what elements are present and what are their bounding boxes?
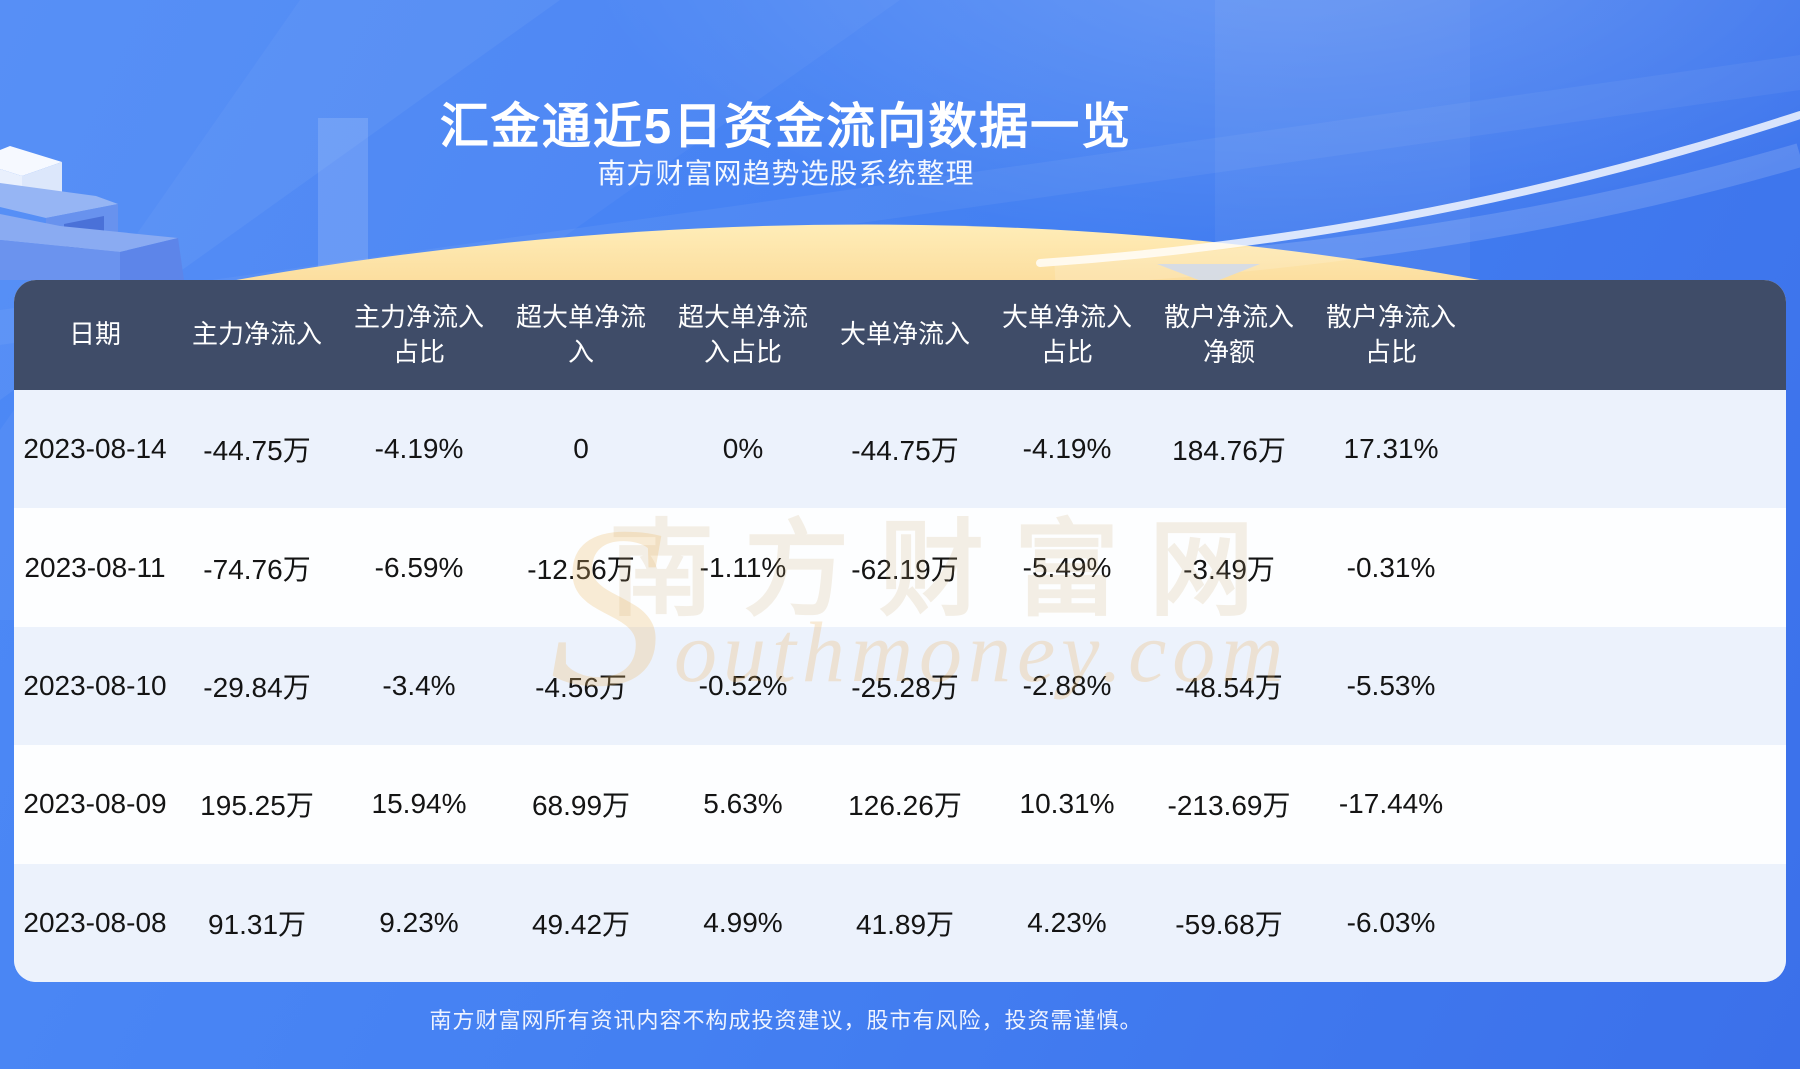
cell-value: -6.59% — [374, 551, 464, 583]
cell-value: -2.88% — [1022, 669, 1112, 701]
cell-value: 195.25万 — [200, 790, 314, 822]
column-header-retail-net-inflow-pct: 散户净流入占比 — [1325, 301, 1456, 367]
gray-peak — [1157, 264, 1260, 284]
cell-value: -1.11% — [699, 551, 787, 583]
cell-value: 126.26万 — [848, 790, 962, 822]
cell-value: 9.23% — [379, 906, 459, 938]
cell-date: 2023-08-11 — [24, 551, 166, 583]
cell-value: -0.52% — [698, 669, 788, 701]
column-header-main-net-inflow-pct: 主力净流入占比 — [353, 301, 484, 367]
cell-value: -4.56万 — [535, 671, 627, 703]
cell-value: 4.23% — [1027, 906, 1107, 938]
cell-value: -62.19万 — [851, 553, 959, 585]
cell-value: -5.49% — [1022, 551, 1112, 583]
cell-value: -44.75万 — [851, 435, 959, 467]
cell-date: 2023-08-09 — [23, 788, 167, 820]
table-row: 2023-08-10 -29.84万 -3.4% -4.56万 -0.52% -… — [14, 626, 1786, 746]
light-panel — [318, 118, 368, 280]
cell-value: -12.56万 — [527, 553, 635, 585]
cell-value: -3.4% — [382, 669, 456, 701]
table-row: 2023-08-11 -74.76万 -6.59% -12.56万 -1.11%… — [14, 508, 1786, 627]
cell-value: -59.68万 — [1175, 908, 1283, 940]
cell-value: 4.99% — [703, 906, 783, 938]
cell-value: -17.44% — [1338, 788, 1444, 820]
cell-date: 2023-08-08 — [23, 906, 167, 938]
cell-date: 2023-08-14 — [23, 433, 167, 465]
cell-value: 0 — [573, 433, 589, 465]
cell-value: 5.63% — [703, 788, 783, 820]
column-header-retail-net-inflow: 散户净流入净额 — [1163, 301, 1294, 367]
cell-value: -213.69万 — [1167, 790, 1291, 822]
cell-value: 10.31% — [1019, 788, 1115, 820]
cell-value: -0.31% — [1346, 551, 1436, 583]
column-header-date: 日期 — [68, 319, 121, 350]
column-header-xl-order-net-inflow-pct: 超大单净流入占比 — [677, 301, 808, 367]
cell-value: -29.84万 — [203, 671, 311, 703]
table-row: 2023-08-09 195.25万 15.94% 68.99万 5.63% 1… — [14, 745, 1786, 864]
cell-value: -6.03% — [1346, 906, 1436, 938]
column-header-large-order-net-inflow: 大单净流入 — [839, 319, 970, 350]
cell-date: 2023-08-10 — [23, 669, 167, 701]
page-title: 汇金通近5日资金流向数据一览 — [439, 99, 1133, 154]
cell-value: 68.99万 — [531, 790, 631, 822]
table-row: 2023-08-08 91.31万 9.23% 49.42万 4.99% 41.… — [14, 863, 1786, 982]
cell-value: -4.19% — [1022, 433, 1112, 465]
column-header-xl-order-net-inflow: 超大单净流入 — [515, 301, 646, 367]
cell-value: 49.42万 — [531, 908, 631, 940]
cell-value: 184.76万 — [1172, 435, 1286, 467]
cell-value: 15.94% — [371, 788, 467, 820]
cell-value: -4.19% — [374, 433, 464, 465]
white-swoosh — [1036, 111, 1800, 267]
cell-value: -48.54万 — [1175, 671, 1283, 703]
cell-value: -5.53% — [1346, 669, 1436, 701]
cell-value: 0% — [722, 433, 764, 465]
cell-value: -25.28万 — [851, 671, 959, 703]
cell-value: -3.49万 — [1183, 553, 1275, 585]
column-header-large-order-net-inflow-pct: 大单净流入占比 — [1001, 301, 1132, 367]
footer-disclaimer: 南方财富网所有资讯内容不构成投资建议，股市有风险，投资需谨慎。 — [429, 1008, 1143, 1033]
building-3d-graphic — [0, 146, 184, 280]
light-panel — [1215, 0, 1470, 280]
cell-value: 91.31万 — [207, 908, 307, 940]
column-header-main-net-inflow: 主力净流入 — [191, 319, 322, 350]
page-subtitle: 南方财富网趋势选股系统整理 — [597, 158, 975, 189]
fund-flow-table: 日期 主力净流入 主力净流入占比 超大单净流入 超大单净流入占比 大单净流入 大… — [14, 280, 1786, 982]
cell-value: -44.75万 — [203, 435, 311, 467]
cell-value: -74.76万 — [203, 553, 311, 585]
table-header-row: 日期 主力净流入 主力净流入占比 超大单净流入 超大单净流入占比 大单净流入 大… — [14, 280, 1786, 390]
cell-value: 41.89万 — [855, 908, 955, 940]
table-row: 2023-08-14 -44.75万 -4.19% 0 0% -44.75万 -… — [14, 390, 1786, 509]
cell-value: 17.31% — [1343, 433, 1439, 465]
